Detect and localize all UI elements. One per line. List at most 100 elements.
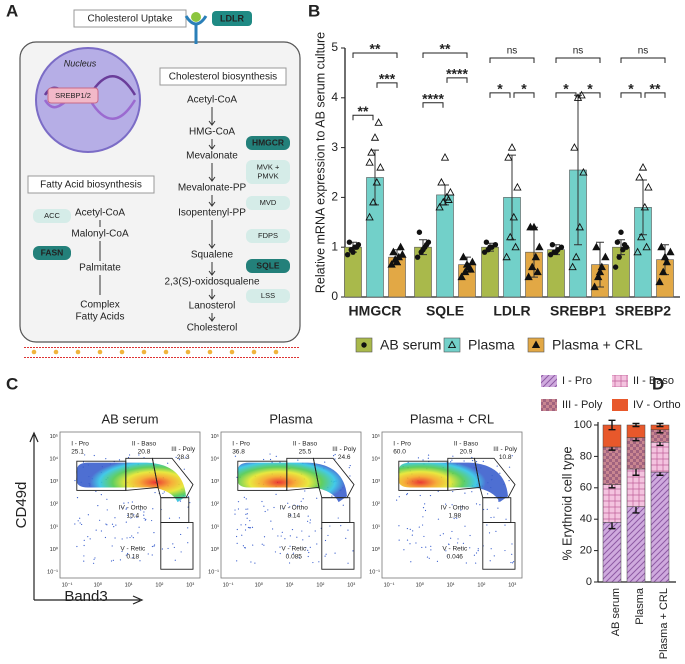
event-dot [279,552,281,555]
data-point [437,177,446,186]
event-dot [144,519,146,521]
event-dot [237,508,240,510]
membrane-dash [276,347,278,348]
uptake-title: Cholesterol Uptake [87,14,172,25]
gate-value: 20.9 [460,448,473,455]
event-dot [309,546,311,548]
event-dot [74,523,76,525]
membrane-dash [159,357,161,358]
event-dot [318,561,320,563]
event-dot [251,526,254,528]
legend-swatch [612,375,628,387]
membrane-lipid [119,349,125,355]
data-point [618,229,624,235]
y-tick-label: 10² [211,502,219,508]
x-tick-label: 10⁰ [416,581,425,588]
gate-name: V - Retic [120,546,146,553]
membrane-dash [111,347,113,348]
significance-label: ns [573,46,584,57]
data-point [369,197,378,206]
membrane-dash [249,357,251,358]
error-bar [632,422,640,428]
event-dot [512,561,515,563]
event-dot [429,494,432,497]
event-dot [125,554,127,556]
significance-label: ** [440,41,451,57]
membrane-dash [228,347,230,348]
event-dot [248,527,251,529]
event-dot [482,460,484,462]
membrane-dash [234,357,236,358]
event-dot [279,546,281,548]
event-dot [450,537,452,539]
pathway-step: Complex [80,300,119,311]
event-dot [244,547,246,549]
membrane-lipid [251,349,257,355]
density-cloud [398,462,508,503]
gate-value: 8.14 [287,513,300,520]
event-dot [309,519,311,521]
plot-frame [220,431,362,579]
event-dot [426,556,429,558]
x-tick-label: 10¹ [447,582,455,588]
event-dot [111,523,114,525]
event-dot [151,545,154,548]
event-dot [245,508,247,510]
event-dot [469,534,471,537]
y-tick-label: 100 [574,419,592,431]
membrane-dash [222,357,224,358]
membrane-dash [297,357,299,358]
legend-marker [531,340,541,349]
chol-title-box [159,67,287,86]
event-dot [403,549,405,551]
event-dot [250,561,252,563]
density-cloud [76,462,186,503]
membrane-dash [207,357,209,358]
pathway-step: HMG-CoA [189,127,235,138]
membrane-dash [270,347,272,348]
event-dot [511,455,513,457]
data-point [468,257,477,266]
gate [321,522,355,570]
event-dot [153,545,155,547]
membrane-dash [33,347,35,348]
significance-bracket [352,114,374,121]
data-point [414,254,421,260]
event-dot [234,513,236,515]
event-dot [493,516,495,518]
event-dot [422,459,424,461]
event-dot [427,457,429,459]
x-tick-label: 10² [155,582,163,588]
panel-letter: A [6,1,18,20]
data-point [642,242,651,251]
event-dot [234,509,236,511]
event-dot [280,535,282,537]
event-dot [281,531,283,533]
event-dot [99,519,101,521]
data-point [616,254,622,260]
event-dot [334,458,336,460]
event-dot [464,525,466,527]
y-tick-label: 2 [331,190,338,204]
membrane-dash [267,357,269,358]
event-dot [127,456,130,459]
event-dot [106,498,108,500]
data-point [462,260,472,268]
membrane-dash [90,357,92,358]
legend-swatch [541,399,557,411]
event-dot [81,523,83,526]
data-point [459,252,468,261]
membrane-dash [231,347,233,348]
data-point [344,251,351,258]
event-dot [508,480,510,482]
event-dot [187,542,189,544]
y-tick-label: 40 [580,513,592,525]
data-point [633,247,642,256]
y-tick-label: 4 [331,90,338,104]
membrane-lipid [207,349,213,355]
membrane-dash [270,357,272,358]
membrane-dash [252,357,254,358]
membrane-dash [78,357,80,358]
event-dot [154,491,156,494]
membrane-dash [66,347,68,348]
